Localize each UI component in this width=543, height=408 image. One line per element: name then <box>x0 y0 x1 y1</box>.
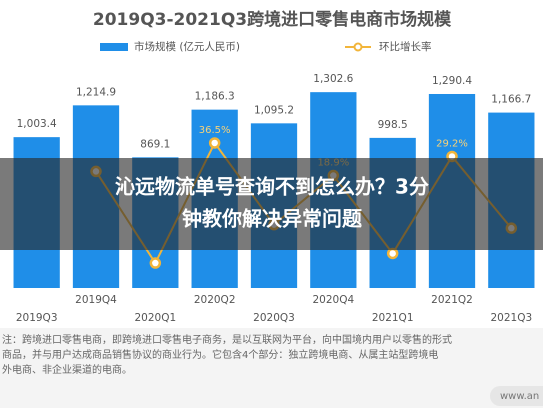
footnote-line: 外电商、非企业渠道的电商。 <box>2 363 132 376</box>
data-label: 1,003.4 <box>17 118 57 130</box>
data-label: 1,290.4 <box>432 75 472 87</box>
data-label: 1,095.2 <box>254 104 294 116</box>
footnote-area <box>0 328 543 408</box>
data-label: 1,214.9 <box>76 86 116 98</box>
x-tick-label: 2021Q2 <box>431 294 473 306</box>
footnote-line: 注：跨境进口零售电商，即跨境进口零售电子商务，是以互联网为平台，向中国境内用户以… <box>2 333 452 346</box>
x-tick-label: 2020Q1 <box>134 312 176 324</box>
legend-marker <box>353 42 363 52</box>
banner-line: 钟教你解决异常问题 <box>182 207 363 231</box>
x-tick-label: 2020Q2 <box>194 294 236 306</box>
x-tick-label: 2020Q4 <box>312 294 354 306</box>
legend-label: 市场规模 (亿元人民币) <box>134 40 240 53</box>
x-tick-label: 2019Q3 <box>16 312 58 324</box>
data-label: 869.1 <box>140 138 170 150</box>
line-marker <box>386 247 399 260</box>
x-tick-label: 2021Q3 <box>490 312 532 324</box>
watermark: www.an <box>500 391 539 402</box>
line-marker <box>208 137 221 149</box>
footnote-line: 商品，并与用户达成商品销售协议的商业行为。它包含4个部分：独立跨境电商、从属主站… <box>2 348 438 361</box>
banner-line: 沁远物流单号查询不到怎么办？3分 <box>115 175 429 199</box>
x-tick-label: 2020Q3 <box>253 312 295 324</box>
x-tick-label: 2019Q4 <box>75 294 117 306</box>
watermark-pill <box>490 386 543 406</box>
data-label: 1,166.7 <box>491 94 531 106</box>
data-label: 1,302.6 <box>313 73 353 85</box>
data-label: 1,186.3 <box>195 91 235 103</box>
data-label: 36.5% <box>199 125 231 136</box>
data-label: 29.2% <box>436 138 468 149</box>
legend-swatch <box>100 43 128 51</box>
data-label: 998.5 <box>378 119 408 131</box>
line-marker <box>149 257 162 269</box>
chart-title: 2019Q3-2021Q3跨境进口零售电商市场规模 <box>93 9 452 30</box>
x-tick-label: 2021Q1 <box>372 312 414 324</box>
banner <box>0 158 543 250</box>
legend-label: 环比增长率 <box>379 40 432 53</box>
